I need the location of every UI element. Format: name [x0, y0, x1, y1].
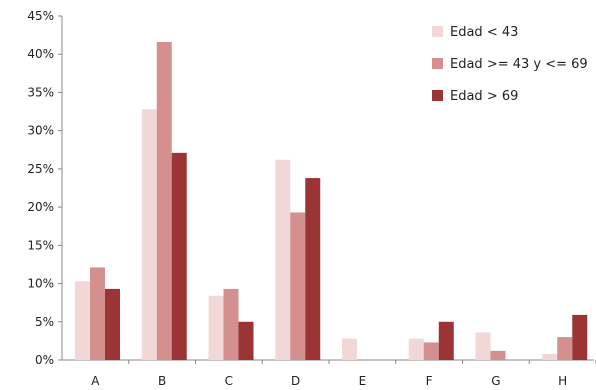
bar-H-series-3	[572, 314, 588, 360]
legend-label-1: Edad < 43	[450, 25, 518, 40]
bar-D-series-3	[305, 178, 321, 360]
bar-C-series-3	[238, 321, 254, 360]
bar-D-series-2	[290, 212, 306, 360]
x-tick-label: H	[558, 374, 567, 388]
legend-swatch-3	[432, 90, 443, 101]
y-tick-label: 15%	[27, 238, 54, 252]
x-tick-label: A	[91, 374, 100, 388]
bar-A-series-3	[105, 288, 120, 360]
bar-C-series-1	[208, 295, 224, 360]
bar-A-series-1	[75, 281, 90, 360]
bar-E-series-1	[342, 338, 357, 360]
y-tick-label: 35%	[27, 85, 54, 99]
bar-F-series-2	[423, 342, 439, 360]
x-tick-label: G	[491, 374, 500, 388]
chart-bars	[75, 41, 588, 360]
bar-B-series-3	[171, 152, 187, 360]
y-tick-label: 30%	[27, 124, 54, 138]
x-tick-label: E	[359, 374, 367, 388]
y-axis-ticks: 0% 5% 10% 15% 20% 25% 30% 35% 40% 45%	[27, 9, 62, 367]
y-tick-label: 25%	[27, 162, 54, 176]
y-tick-label: 20%	[27, 200, 54, 214]
bar-G-series-1	[475, 332, 491, 360]
x-tick-label: B	[158, 374, 166, 388]
bar-F-series-3	[438, 321, 454, 360]
y-tick-label: 45%	[27, 9, 54, 23]
bar-F-series-1	[408, 338, 424, 360]
legend-label-3: Edad > 69	[450, 89, 518, 104]
legend-swatch-2	[432, 58, 443, 69]
bar-G-series-2	[490, 350, 506, 360]
x-tick-label: D	[291, 374, 300, 388]
legend-swatch-1	[432, 26, 443, 37]
y-tick-label: 5%	[35, 315, 54, 329]
bar-C-series-2	[223, 288, 239, 360]
bar-B-series-2	[156, 41, 172, 360]
bar-A-series-2	[90, 267, 105, 360]
bar-D-series-1	[275, 159, 291, 360]
bar-H-series-2	[557, 337, 573, 360]
x-tick-label: C	[225, 374, 233, 388]
bar-B-series-1	[141, 109, 157, 360]
y-tick-label: 10%	[27, 277, 54, 291]
x-axis-ticks: A B C D E F G H	[91, 360, 596, 388]
y-tick-label: 0%	[35, 353, 54, 367]
chart-legend: Edad < 43 Edad >= 43 y <= 69 Edad > 69	[432, 25, 588, 104]
bar-H-series-1	[542, 353, 558, 360]
legend-label-2: Edad >= 43 y <= 69	[450, 57, 588, 72]
x-tick-label: F	[426, 374, 433, 388]
y-tick-label: 40%	[27, 47, 54, 61]
